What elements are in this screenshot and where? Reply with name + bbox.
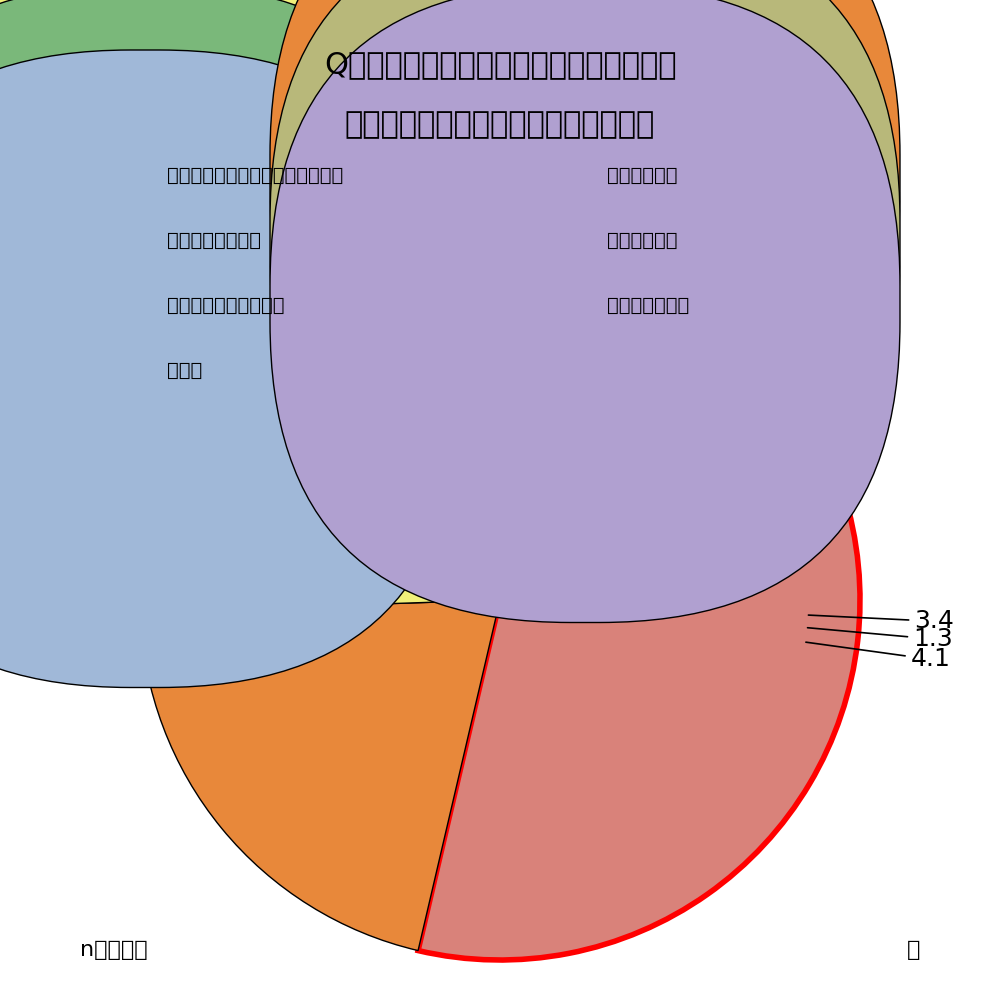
Text: 7.7: 7.7: [660, 579, 700, 603]
Text: 4.1: 4.1: [806, 642, 951, 671]
Text: 53.6: 53.6: [558, 409, 620, 437]
Text: 電動アシスト付自転車: 電動アシスト付自転車: [168, 296, 285, 314]
Wedge shape: [140, 600, 500, 951]
Text: 乗っていた自転車の種類は何ですか？: 乗っていた自転車の種類は何ですか？: [345, 110, 655, 139]
Text: Q．２０キロ以上を自転車で遠出した時に: Q．２０キロ以上を自転車で遠出した時に: [324, 50, 676, 79]
Wedge shape: [140, 417, 500, 612]
Text: シティサイクル（ママチャリ等）: シティサイクル（ママチャリ等）: [168, 165, 344, 184]
Text: n＝３８４: n＝３８４: [80, 940, 148, 960]
Text: クロスバイク: クロスバイク: [607, 231, 678, 250]
Text: 折り畸み自転車: 折り畸み自転車: [607, 296, 690, 314]
Text: 3.4: 3.4: [808, 609, 954, 633]
Wedge shape: [380, 252, 500, 600]
Text: その他: その他: [168, 360, 203, 379]
Wedge shape: [311, 261, 500, 600]
Text: 1.3: 1.3: [808, 627, 953, 651]
Text: マウンテンバイク: マウンテンバイク: [168, 231, 262, 250]
Wedge shape: [190, 294, 500, 600]
Wedge shape: [408, 240, 500, 600]
Wedge shape: [418, 240, 860, 960]
Text: ロードバイク: ロードバイク: [607, 165, 678, 184]
Text: 20.8: 20.8: [650, 501, 706, 525]
Text: ％: ％: [907, 940, 920, 960]
Text: 9.0: 9.0: [657, 553, 697, 577]
